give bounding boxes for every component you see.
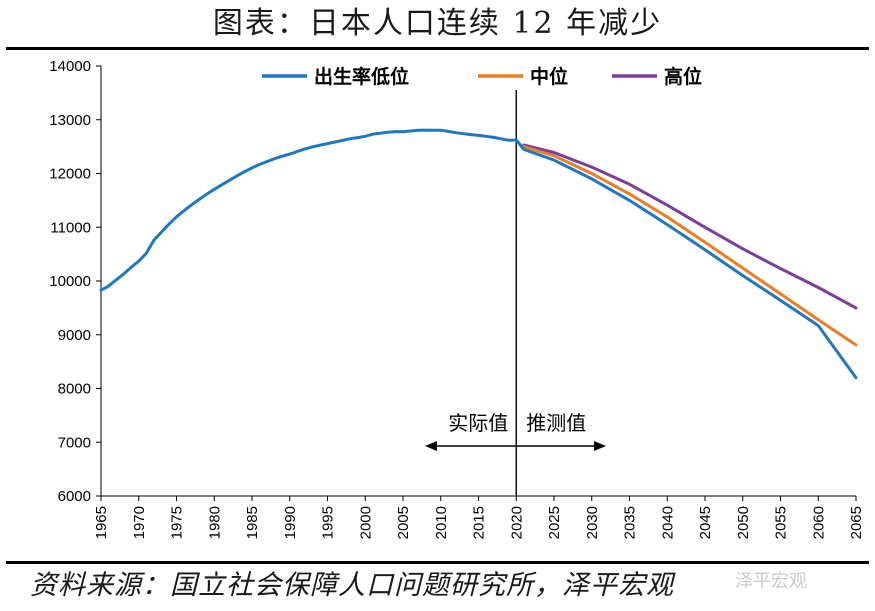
series-line-1 [99, 128, 858, 380]
x-tick-label: 2000 [357, 506, 374, 539]
legend-label: 中位 [530, 65, 568, 88]
left-arrowhead [425, 441, 437, 451]
legend-label: 高位 [664, 65, 702, 88]
projection-label: 推测值 [526, 411, 586, 435]
x-tick-label: 2015 [471, 506, 488, 539]
y-tick-label: 9000 [58, 327, 91, 344]
y-tick-label: 13000 [49, 112, 91, 129]
x-tick-label: 1985 [244, 506, 261, 539]
x-tick-label: 2060 [810, 506, 827, 539]
x-tick-label: 2050 [735, 506, 752, 539]
x-tick-label: 1995 [320, 506, 337, 539]
x-tick-label: 2030 [584, 506, 601, 539]
x-tick-label: 2055 [773, 506, 790, 539]
series-line-3 [522, 143, 858, 310]
chart-title: 图表：日本人口连续 12 年减少 [212, 6, 663, 41]
x-tick-label: 1970 [131, 506, 148, 539]
y-tick-label: 10000 [49, 273, 91, 290]
x-tick-label: 2040 [659, 506, 676, 539]
x-tick-label: 1975 [169, 506, 186, 539]
x-tick-label: 1965 [93, 506, 110, 539]
x-tick-label: 2035 [622, 506, 639, 539]
y-tick-label: 8000 [58, 381, 91, 398]
x-tick-label: 1980 [206, 506, 223, 539]
x-tick-label: 2020 [508, 506, 525, 539]
y-tick-label: 14000 [49, 58, 91, 75]
y-tick-label: 11000 [50, 219, 91, 236]
watermark: 泽平宏观 [735, 571, 807, 592]
actual-label: 实际值 [448, 411, 508, 435]
x-tick-label: 2025 [546, 506, 563, 539]
title-divider [6, 47, 869, 50]
series-line-2 [522, 145, 858, 347]
source-note: 资料来源：国立社会保障人口问题研究所，泽平宏观 [30, 570, 674, 601]
right-arrowhead [594, 441, 606, 451]
x-tick-label: 2005 [395, 506, 412, 539]
y-tick-label: 12000 [49, 166, 91, 183]
x-tick-label: 1990 [282, 506, 299, 539]
legend-label: 出生率低位 [314, 65, 409, 88]
legend: 出生率低位 中位 高位 [262, 65, 702, 88]
source-divider [6, 561, 869, 564]
y-tick-label: 7000 [58, 434, 91, 451]
x-tick-label: 2065 [848, 506, 865, 539]
series-lines [99, 128, 858, 380]
y-tick-label: 6000 [58, 488, 91, 505]
x-tick-label: 2045 [697, 506, 714, 539]
x-tick-label: 2010 [433, 506, 450, 539]
axes: 6000 7000 8000 9000 10000 11000 12000 13000 1400… [49, 58, 865, 539]
annotations: 实际值 推测值 [425, 411, 606, 451]
line-chart: 6000 7000 8000 9000 10000 11000 12000 13000 1400… [49, 58, 865, 539]
